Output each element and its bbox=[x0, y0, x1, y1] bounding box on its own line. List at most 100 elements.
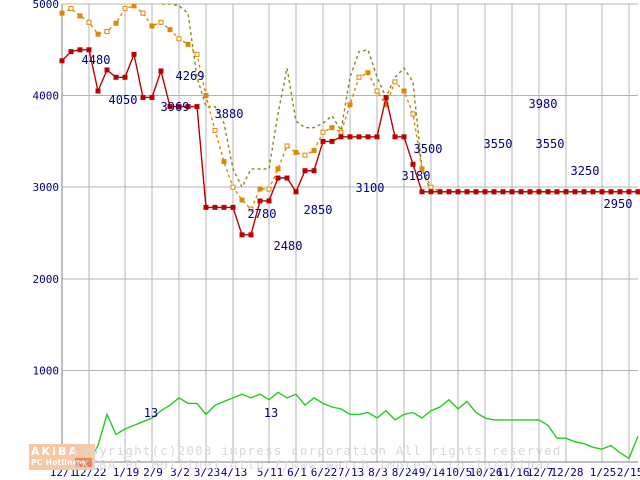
data-label: 2850 bbox=[304, 203, 333, 217]
data-label: 3100 bbox=[356, 181, 385, 195]
data-point-marker bbox=[428, 184, 434, 190]
data-point-marker bbox=[59, 58, 65, 64]
x-tick-label: 2/9 bbox=[143, 466, 163, 479]
axes bbox=[61, 4, 638, 463]
data-point-marker bbox=[491, 189, 497, 195]
data-point-marker bbox=[266, 186, 272, 192]
data-point-marker bbox=[167, 27, 173, 33]
data-point-marker bbox=[86, 19, 92, 25]
data-point-marker bbox=[446, 189, 452, 195]
x-tick-label: 7/13 bbox=[338, 466, 365, 479]
data-point-marker bbox=[149, 23, 155, 29]
data-point-marker bbox=[293, 189, 299, 195]
data-point-marker bbox=[95, 31, 101, 37]
data-point-marker bbox=[248, 232, 254, 238]
x-tick-label: 8/24 bbox=[392, 466, 419, 479]
data-point-marker bbox=[203, 93, 209, 99]
data-point-marker bbox=[518, 189, 524, 195]
data-point-marker bbox=[275, 166, 281, 172]
data-point-marker bbox=[329, 138, 335, 144]
x-tick-label: 12/22 bbox=[73, 466, 106, 479]
data-label: 4480 bbox=[82, 53, 111, 67]
data-label: 2950 bbox=[604, 197, 633, 211]
data-point-marker bbox=[104, 67, 110, 73]
x-tick-label: 10/5 bbox=[446, 466, 473, 479]
x-tick-label: 10/26 bbox=[469, 466, 502, 479]
data-point-marker bbox=[158, 68, 164, 74]
data-point-marker bbox=[356, 74, 362, 80]
data-point-marker bbox=[365, 134, 371, 140]
data-point-marker bbox=[365, 70, 371, 76]
series-layer bbox=[59, 4, 640, 462]
x-tick-label: 12/28 bbox=[550, 466, 583, 479]
data-point-marker bbox=[230, 184, 236, 190]
data-label: 3880 bbox=[215, 107, 244, 121]
data-point-marker bbox=[455, 189, 461, 195]
data-label: 3550 bbox=[536, 137, 565, 151]
data-point-marker bbox=[419, 189, 425, 195]
data-point-marker bbox=[428, 189, 434, 195]
data-point-marker bbox=[320, 129, 326, 135]
data-point-marker bbox=[302, 168, 308, 174]
data-point-marker bbox=[194, 51, 200, 57]
data-point-marker bbox=[464, 189, 470, 195]
data-point-marker bbox=[311, 148, 317, 154]
x-tick-label: 6/1 bbox=[287, 466, 307, 479]
data-point-marker bbox=[473, 189, 479, 195]
data-point-marker bbox=[374, 134, 380, 140]
data-point-marker bbox=[383, 94, 389, 100]
data-point-marker bbox=[401, 134, 407, 140]
data-point-marker bbox=[572, 189, 578, 195]
data-point-marker bbox=[257, 198, 263, 204]
data-label: 3980 bbox=[529, 97, 558, 111]
data-label: 3500 bbox=[414, 142, 443, 156]
data-label-layer: 4480 4050 3969 4269 3880 2780 2480 2850 3100 3180… bbox=[82, 53, 633, 420]
data-point-marker bbox=[392, 134, 398, 140]
data-point-marker bbox=[122, 6, 128, 12]
data-point-marker bbox=[482, 189, 488, 195]
data-label: 3180 bbox=[402, 169, 431, 183]
data-point-marker bbox=[158, 19, 164, 25]
data-point-marker bbox=[113, 20, 119, 26]
data-point-marker bbox=[203, 204, 209, 210]
data-point-marker bbox=[554, 189, 560, 195]
x-tick-label: 2/15 bbox=[617, 466, 640, 479]
x-tick-label: 6/22 bbox=[311, 466, 338, 479]
data-point-marker bbox=[221, 204, 227, 210]
data-point-marker bbox=[59, 10, 65, 16]
data-point-marker bbox=[266, 198, 272, 204]
data-label: 13 bbox=[144, 406, 158, 420]
data-point-marker bbox=[329, 125, 335, 131]
data-point-marker bbox=[392, 79, 398, 85]
x-tick-label: 3/23 bbox=[194, 466, 221, 479]
data-point-marker bbox=[275, 175, 281, 181]
data-point-marker bbox=[419, 166, 425, 172]
x-tick-label: 1/19 bbox=[113, 466, 140, 479]
data-point-marker bbox=[635, 189, 640, 195]
data-point-marker bbox=[347, 134, 353, 140]
data-point-marker bbox=[176, 104, 182, 110]
data-point-marker bbox=[293, 149, 299, 155]
x-tick-label: 5/11 bbox=[257, 466, 284, 479]
data-point-marker bbox=[113, 74, 119, 80]
data-point-marker bbox=[527, 189, 533, 195]
x-tick-label: 8/3 bbox=[368, 466, 388, 479]
y-tick-label: 2000 bbox=[33, 273, 60, 286]
x-tick-label: 9/14 bbox=[419, 466, 446, 479]
data-label: 3550 bbox=[484, 137, 513, 151]
x-tick-label: 11/16 bbox=[496, 466, 529, 479]
data-point-marker bbox=[284, 143, 290, 149]
data-point-marker bbox=[338, 129, 344, 135]
data-point-marker bbox=[86, 47, 92, 53]
data-point-marker bbox=[77, 13, 83, 19]
data-point-marker bbox=[410, 161, 416, 167]
data-point-marker bbox=[509, 189, 515, 195]
data-point-marker bbox=[104, 28, 110, 34]
y-tick-label: 5000 bbox=[33, 0, 60, 11]
data-point-marker bbox=[248, 206, 254, 212]
y-tick-label: 4000 bbox=[33, 90, 60, 103]
